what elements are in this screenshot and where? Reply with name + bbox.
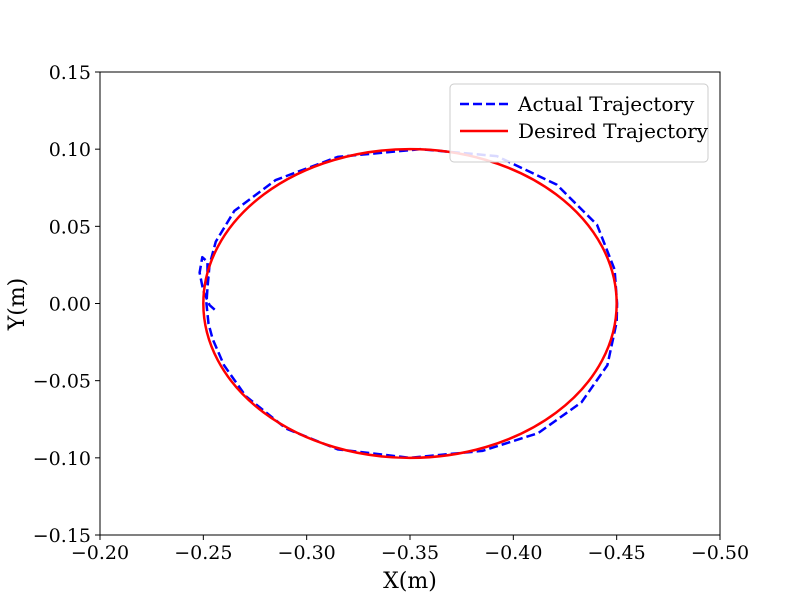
legend-label: Actual Trajectory [517,92,695,116]
legend: Actual Trajectory Desired Trajectory [449,83,709,163]
y-tick-label: 0.05 [49,216,91,238]
ticks-layer: −0.20 −0.25 −0.30 −0.35 −0.40 −0.45 −0.50 0.15 0… [33,62,749,564]
x-tick-label: −0.35 [381,542,439,564]
y-tick-label: −0.15 [33,525,91,547]
y-axis-label: Y(m) [5,278,30,332]
x-tick-label: −0.50 [691,542,749,564]
x-tick-label: −0.30 [278,542,336,564]
y-tick-label: 0.00 [49,294,91,316]
y-tick-label: −0.10 [33,448,91,470]
x-tick-label: −0.40 [484,542,542,564]
y-tick-label: 0.15 [49,62,91,84]
series-line-desired-trajectory [202,147,618,460]
x-tick-label: −0.25 [174,542,232,564]
x-tick-label: −0.45 [588,542,646,564]
series-layer [198,147,619,460]
y-tick-label: 0.10 [49,139,91,161]
y-tick-label: −0.05 [33,371,91,393]
x-tick-label: −0.20 [71,542,129,564]
legend-box [449,83,709,163]
x-axis-label: X(m) [383,569,437,594]
legend-label: Desired Trajectory [518,119,709,143]
